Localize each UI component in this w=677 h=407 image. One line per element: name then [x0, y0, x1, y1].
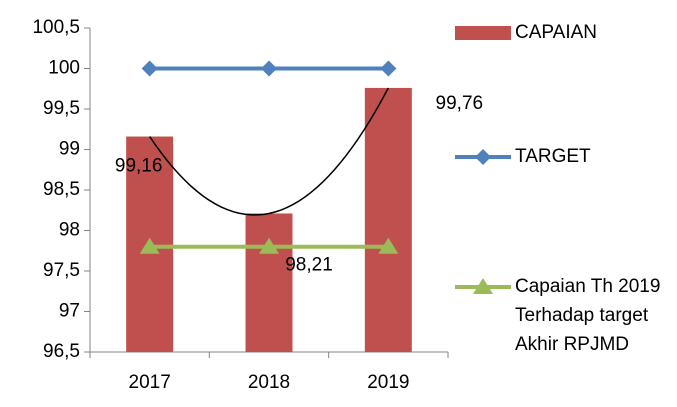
bar — [245, 213, 293, 352]
x-tick-label: 2018 — [248, 372, 290, 393]
triangle-marker — [139, 237, 160, 254]
y-tick-label: 98,5 — [43, 179, 80, 200]
legend-label: TARGET — [515, 146, 591, 167]
legend-marker — [473, 278, 493, 294]
y-tick-label: 99,5 — [43, 98, 80, 119]
y-tick-label: 100,5 — [32, 17, 80, 38]
legend-label: Capaian Th 2019 Terhadap target Akhir RP… — [515, 276, 661, 355]
data-label: 99,76 — [436, 93, 484, 114]
diamond-marker — [141, 60, 158, 77]
y-tick-label: 98 — [59, 220, 80, 241]
x-tick-label: 2017 — [129, 372, 171, 393]
diamond-marker — [261, 60, 277, 77]
y-tick-label: 96,5 — [43, 341, 80, 362]
y-tick-label: 100 — [48, 58, 80, 79]
y-tick-label: 97 — [59, 301, 80, 322]
legend-label: CAPAIAN — [515, 22, 598, 43]
x-tick-label: 2019 — [367, 372, 409, 393]
bar — [364, 87, 412, 352]
y-tick-label: 97,5 — [43, 260, 80, 281]
legend-swatch — [455, 26, 511, 40]
data-label: 98,21 — [285, 255, 333, 276]
triangle-marker — [259, 237, 279, 254]
triangle-marker — [378, 237, 399, 254]
diamond-marker — [380, 60, 397, 77]
legend-marker — [475, 149, 491, 165]
data-label: 99,16 — [115, 156, 163, 177]
trendline — [149, 87, 389, 216]
y-tick-label: 99 — [59, 139, 80, 160]
